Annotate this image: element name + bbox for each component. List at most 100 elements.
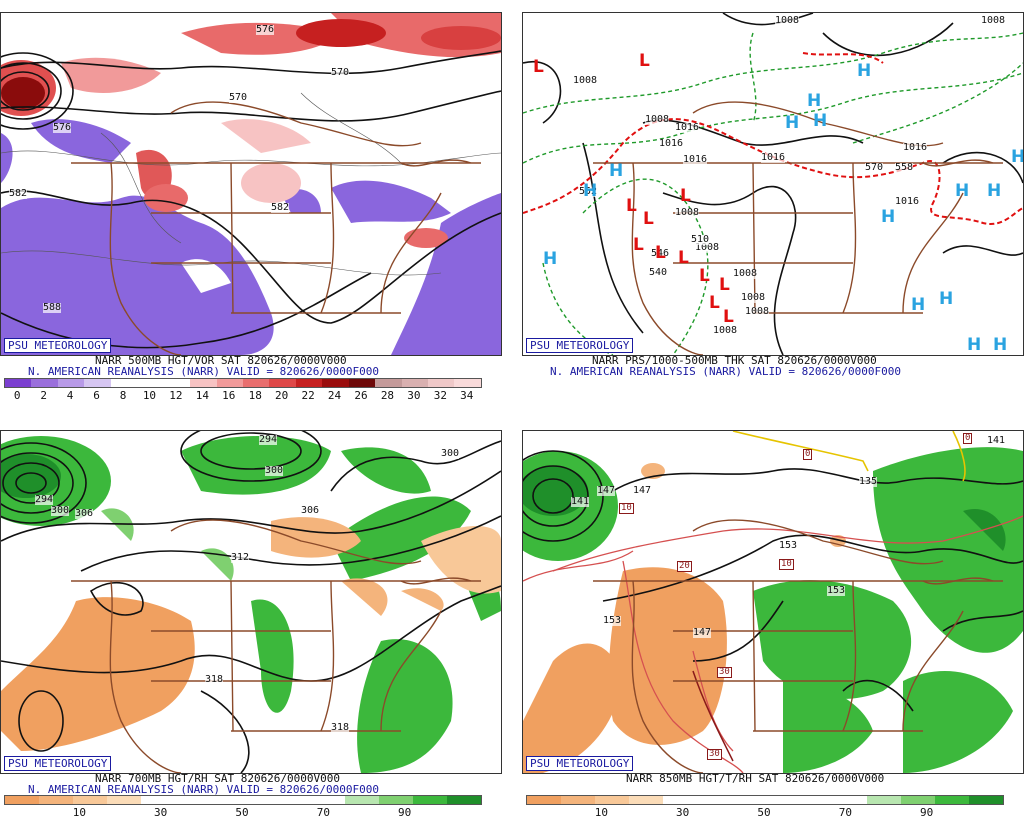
high-center-7: H — [543, 249, 558, 269]
colorbar-swatch — [765, 796, 799, 804]
caption-source: N. AMERICAN REANALYSIS (NARR) VALID = 82… — [28, 783, 379, 796]
low-center-10: L — [719, 275, 730, 295]
pressure-label-2: 1008 — [775, 15, 800, 26]
colorbar-swatch — [31, 379, 58, 387]
colorbar-vorticity — [4, 378, 482, 388]
pressure-label-4: 1016 — [659, 138, 684, 149]
colorbar-tick-label: 30 — [407, 389, 421, 402]
colorbar-tick-label: 22 — [301, 389, 315, 402]
colorbar-swatch — [107, 796, 141, 804]
pressure-label-9: 1008 — [695, 242, 720, 253]
high-center-10: H — [987, 181, 1002, 201]
contour-label-318a: 318 — [205, 674, 224, 685]
map-850mb — [523, 431, 1023, 773]
colorbar-tick-label: 2 — [40, 389, 47, 402]
colorbar-swatch — [428, 379, 455, 387]
psu-meteorology-badge: PSU METEOROLOGY — [526, 756, 634, 771]
contour-label-300b: 300 — [265, 465, 284, 476]
low-center-9: L — [699, 266, 710, 286]
temp-label-0a: 0 — [803, 449, 813, 460]
colorbar-swatch — [454, 379, 481, 387]
colorbar-swatch — [629, 796, 663, 804]
colorbar-tick-label: 50 — [235, 806, 249, 819]
colorbar-swatch — [935, 796, 969, 804]
high-center-6: H — [583, 181, 598, 201]
colorbar-swatch — [799, 796, 833, 804]
psu-meteorology-badge: PSU METEOROLOGY — [4, 338, 112, 353]
contour-label-147c: 147 — [693, 627, 712, 638]
contour-label-576a: 576 — [256, 24, 275, 35]
caption-source: N. AMERICAN REANALYSIS (NARR) VALID = 82… — [28, 365, 379, 378]
contour-label-570: 570 — [229, 92, 248, 103]
high-center-1: H — [857, 61, 872, 81]
pressure-label-3: 1016 — [675, 122, 700, 133]
contour-label-135: 135 — [859, 476, 878, 487]
temp-label-10a: 10 — [619, 503, 634, 514]
colorbar-swatch — [867, 796, 901, 804]
high-center-2: H — [807, 91, 822, 111]
high-center-8: H — [881, 207, 896, 227]
colorbar-swatch — [277, 796, 311, 804]
map-500mb — [1, 13, 501, 355]
psu-meteorology-badge: PSU METEOROLOGY — [4, 756, 112, 771]
contour-label-570b: 570 — [331, 67, 350, 78]
contour-label-147a: 147 — [597, 485, 616, 496]
contour-label-588: 588 — [43, 302, 62, 313]
temp-label-10b: 10 — [779, 559, 794, 570]
colorbar-swatch — [163, 379, 191, 387]
contour-label-147b: 147 — [633, 485, 652, 496]
pressure-label-16: 1008 — [645, 114, 670, 125]
colorbar-tick-label: 16 — [222, 389, 236, 402]
colorbar-swatch — [137, 379, 164, 387]
colorbar-tick-label: 34 — [460, 389, 474, 402]
thickness-label-558: 558 — [895, 162, 914, 173]
pressure-label-7: 1016 — [903, 142, 928, 153]
colorbar-swatch — [73, 796, 107, 804]
low-center-12: L — [723, 307, 734, 327]
low-center-6: L — [633, 235, 644, 255]
colorbar-swatch — [190, 379, 217, 387]
map-frame-thickness: 1008 1008 1016 1016 1016 1016 1016 1008 … — [522, 12, 1024, 356]
colorbar-swatch — [322, 379, 349, 387]
low-center-8: L — [678, 248, 689, 268]
pressure-label-5: 1016 — [683, 154, 708, 165]
high-center-12: H — [911, 295, 926, 315]
colorbar-ticks-rh-850: 10 30 50 70 90 — [526, 806, 1002, 819]
colorbar-ticks-vorticity: 0 2 4 6 8 10 12 14 16 18 20 22 24 26 28 30 32 34 — [4, 389, 480, 402]
colorbar-tick-label: 12 — [169, 389, 183, 402]
pressure-label-12: 1008 — [745, 306, 770, 317]
colorbar-ticks-rh-700: 10 30 50 70 90 — [4, 806, 480, 819]
contour-label-153b: 153 — [779, 540, 798, 551]
pressure-label-1: 1008 — [573, 75, 598, 86]
temp-label-0b: 0 — [963, 433, 973, 444]
low-center-11: L — [709, 293, 720, 313]
colorbar-swatch — [663, 796, 697, 804]
low-center-7: L — [655, 243, 666, 263]
colorbar-swatch — [595, 796, 629, 804]
high-center-11: H — [1011, 147, 1024, 167]
colorbar-swatch — [527, 796, 561, 804]
caption-product: NARR PRS/1000-500MB THK SAT 820626/0000V… — [592, 354, 877, 367]
map-frame-700mb: 294 300 306 300 306 312 318 318 300 294 — [0, 430, 502, 774]
pressure-label-13: 1008 — [713, 325, 738, 336]
colorbar-swatch — [561, 796, 595, 804]
colorbar-tick-label: 70 — [316, 806, 330, 819]
high-center-9: H — [955, 181, 970, 201]
colorbar-swatch — [345, 796, 379, 804]
colorbar-swatch — [348, 379, 376, 387]
colorbar-tick-label: 6 — [93, 389, 100, 402]
colorbar-swatch — [295, 379, 323, 387]
colorbar-tick-label: 14 — [195, 389, 209, 402]
caption-product: NARR 700MB HGT/RH SAT 820626/0000V000 — [95, 772, 341, 785]
panel-500mb-vorticity: 576 570 582 576 588 582 570 PSU METEOROL… — [0, 0, 502, 402]
contour-label-576b: 576 — [53, 122, 72, 133]
pressure-label-8: 1008 — [675, 207, 700, 218]
colorbar-swatch — [242, 379, 270, 387]
colorbar-tick-label: 30 — [154, 806, 168, 819]
colorbar-tick-label: 50 — [757, 806, 771, 819]
high-center-3: H — [785, 113, 800, 133]
colorbar-tick-label: 28 — [380, 389, 395, 402]
caption-product: NARR 500MB HGT/VOR SAT 820626/0000V000 — [95, 354, 347, 367]
colorbar-swatch — [5, 379, 32, 387]
colorbar-swatch — [311, 796, 345, 804]
